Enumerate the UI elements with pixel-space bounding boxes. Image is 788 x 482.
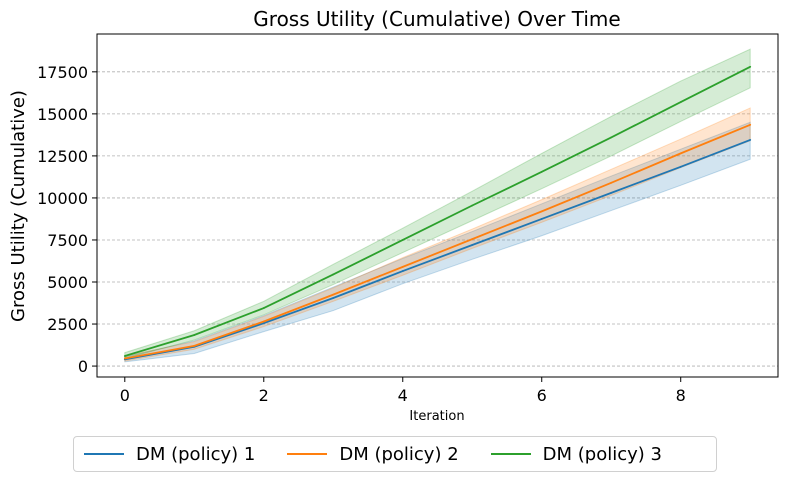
confidence-bands	[124, 48, 751, 363]
data-point-2-7	[610, 181, 613, 184]
y-tick-label-5: 12500	[37, 147, 88, 166]
legend-label-3: DM (policy) 3	[542, 443, 662, 465]
x-tick-label-0: 0	[120, 386, 130, 405]
data-point-2-9	[749, 123, 752, 126]
series-line-2	[124, 123, 751, 360]
data-point-3-5	[471, 204, 474, 207]
y-tick-label-3: 7500	[47, 231, 88, 250]
data-point-3-7	[610, 136, 613, 139]
x-tick-label-2: 4	[398, 386, 408, 405]
legend-swatch-2	[287, 453, 328, 455]
data-point-3-2	[262, 307, 265, 309]
y-tick-label-7: 17500	[37, 63, 88, 82]
y-tick-label-2: 5000	[47, 273, 88, 292]
data-point-1-7	[610, 191, 613, 194]
data-point-1-9	[749, 139, 752, 141]
legend-swatch-1	[84, 453, 124, 455]
data-point-1-5	[471, 244, 474, 246]
data-point-3-3	[332, 273, 335, 276]
series-line-1	[124, 139, 751, 361]
data-point-2-8	[679, 152, 682, 155]
legend-swatch-3	[490, 453, 531, 455]
x-axis-label: Iteration	[409, 409, 464, 424]
data-point-2-5	[471, 238, 474, 241]
legend-label-2: DM (policy) 2	[339, 443, 459, 465]
data-point-2-6	[540, 210, 543, 213]
data-point-1-4	[401, 270, 404, 272]
data-point-3-0	[123, 355, 126, 357]
data-point-1-3	[332, 297, 335, 299]
data-point-2-2	[262, 320, 265, 323]
grid-lines	[97, 71, 778, 367]
series-lines	[123, 65, 752, 361]
x-tick-label-4: 8	[676, 386, 686, 405]
y-tick-label-0: 0	[78, 357, 88, 376]
chart-title: Gross Utility (Cumulative) Over Time	[253, 7, 620, 31]
data-point-1-2	[262, 322, 265, 325]
y-tick-label-1: 2500	[47, 315, 88, 334]
data-point-1-8	[679, 165, 682, 168]
data-point-3-8	[679, 101, 682, 103]
x-tick-label-3: 6	[537, 386, 547, 405]
series-line-3	[124, 65, 751, 357]
data-point-2-1	[193, 344, 196, 347]
confidence-band-1	[124, 121, 751, 363]
data-point-2-3	[332, 293, 335, 296]
y-axis-label: Gross Utility (Cumulative)	[8, 90, 29, 322]
legend-item-1: DM (policy) 1	[76, 444, 255, 465]
data-point-3-1	[193, 334, 196, 336]
x-tick-label-1: 2	[259, 386, 269, 405]
data-point-3-4	[401, 239, 404, 241]
y-tick-label-6: 15000	[37, 105, 88, 124]
legend: DM (policy) 1 DM (policy) 2 DM (policy) …	[73, 436, 717, 472]
plot-frame	[96, 33, 779, 378]
legend-item-3: DM (policy) 3	[483, 444, 662, 465]
data-point-3-9	[749, 65, 752, 68]
axes: 0 2 4 6 8 0 2500 5000 7500 10000 12500 15000 17500	[37, 33, 779, 405]
data-point-2-4	[401, 265, 404, 268]
legend-item-2: DM (policy) 2	[279, 443, 459, 465]
chart: Gross Utility (Cumulative) Over Time Gro…	[8, 7, 779, 424]
y-tick-label-4: 10000	[37, 189, 88, 208]
confidence-band-3	[124, 48, 751, 360]
legend-label-1: DM (policy) 1	[136, 443, 256, 465]
data-point-1-6	[540, 218, 543, 220]
data-point-3-6	[540, 170, 543, 173]
data-point-2-0	[123, 357, 126, 360]
